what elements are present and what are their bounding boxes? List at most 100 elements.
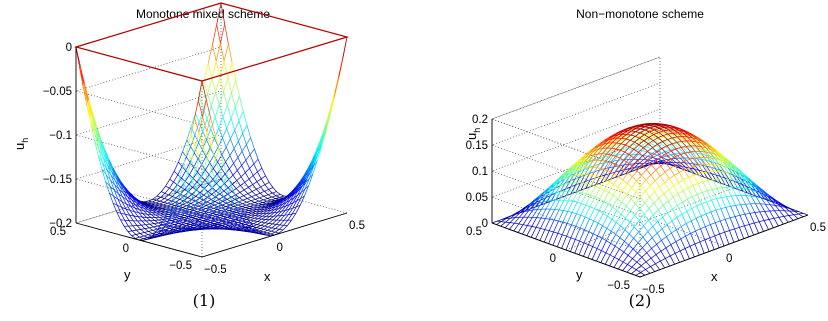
mesh-line <box>143 234 149 237</box>
mesh-line <box>211 190 217 195</box>
mesh-line <box>652 143 658 148</box>
mesh-line <box>700 151 706 153</box>
mesh-line <box>718 164 724 172</box>
mesh-line <box>197 171 202 177</box>
mesh-line <box>216 203 221 209</box>
mesh-line <box>126 203 131 211</box>
mesh-line <box>207 44 213 64</box>
mesh-line <box>667 131 673 136</box>
mesh-line <box>248 184 253 188</box>
mesh-line <box>246 204 251 207</box>
mesh-line <box>636 257 643 263</box>
mesh-line <box>105 174 111 181</box>
mesh-line <box>622 143 628 150</box>
mesh-line <box>264 219 270 224</box>
mesh-line <box>672 208 678 218</box>
mesh-line <box>213 212 218 218</box>
mesh-line <box>741 187 747 196</box>
mesh-line <box>267 192 273 196</box>
mesh-line <box>696 141 702 147</box>
mesh-line <box>742 181 748 184</box>
mesh-line <box>661 145 667 149</box>
mesh-line <box>160 193 166 198</box>
mesh-line <box>625 134 632 140</box>
mesh-line <box>234 120 240 131</box>
mesh-line <box>705 154 711 162</box>
mesh-line <box>189 167 195 175</box>
mesh-line <box>218 148 224 163</box>
mesh-line <box>687 196 693 200</box>
mesh-line <box>193 217 199 221</box>
mesh-line <box>222 105 228 118</box>
mesh-line <box>122 196 127 205</box>
mesh-line <box>232 209 237 214</box>
mesh-line <box>199 217 204 220</box>
mesh-line <box>619 241 625 250</box>
mesh-line <box>671 158 676 160</box>
mesh-line <box>211 194 216 198</box>
mesh-line <box>296 192 302 201</box>
mesh-line <box>279 219 285 226</box>
mesh-line <box>611 137 618 144</box>
mesh-line <box>523 224 528 226</box>
mesh-line <box>715 174 721 177</box>
mesh-line <box>692 158 699 165</box>
mesh-line <box>784 210 790 216</box>
mesh-line <box>643 219 649 227</box>
mesh-line <box>646 248 652 254</box>
mesh-line <box>178 220 183 223</box>
mesh-line <box>671 220 677 230</box>
mesh-line <box>556 197 562 200</box>
mesh-line <box>637 150 643 155</box>
mesh-line <box>626 187 632 195</box>
mesh-line <box>695 145 701 152</box>
mesh-line <box>635 203 641 209</box>
mesh-line <box>161 185 166 192</box>
mesh-line <box>642 150 648 153</box>
mesh-line <box>649 130 655 133</box>
mesh-line <box>556 234 563 247</box>
mesh-line <box>149 226 154 229</box>
mesh-line <box>691 142 697 149</box>
mesh-line <box>634 137 640 143</box>
mesh-line <box>683 130 688 135</box>
mesh-line <box>760 203 766 212</box>
mesh-line <box>681 223 687 227</box>
mesh-line <box>190 223 195 227</box>
mesh-line <box>674 162 681 166</box>
mesh-line <box>226 227 232 230</box>
mesh-line <box>677 205 683 215</box>
mesh-line <box>765 198 771 205</box>
mesh-line <box>172 203 177 213</box>
mesh-line <box>183 216 189 218</box>
mesh-line <box>647 151 653 156</box>
axes-box <box>490 56 809 278</box>
mesh-line <box>656 150 662 154</box>
mesh-line <box>627 172 633 178</box>
mesh-line <box>192 208 198 214</box>
mesh-line <box>183 184 189 192</box>
mesh-line <box>576 213 581 216</box>
mesh-line <box>222 128 228 139</box>
mesh-line <box>245 206 250 208</box>
mesh-line <box>227 77 232 94</box>
mesh-line <box>755 203 761 213</box>
mesh-line <box>627 264 633 268</box>
mesh-line <box>697 158 703 166</box>
mesh-line <box>207 197 212 200</box>
mesh-line <box>728 167 734 171</box>
z-tick-label: 0 <box>66 42 72 54</box>
mesh-line <box>565 171 571 179</box>
mesh-line <box>232 184 237 189</box>
mesh-line <box>649 185 655 192</box>
mesh-line <box>684 158 690 162</box>
mesh-line <box>513 223 519 232</box>
z-tick-label: −0.1 <box>49 130 72 142</box>
mesh-line <box>584 155 590 163</box>
mesh-line <box>199 197 204 201</box>
mesh-line <box>684 162 690 164</box>
mesh-line <box>553 209 560 221</box>
mesh-line <box>187 180 193 192</box>
mesh-line <box>737 175 744 179</box>
mesh-line <box>234 219 239 223</box>
